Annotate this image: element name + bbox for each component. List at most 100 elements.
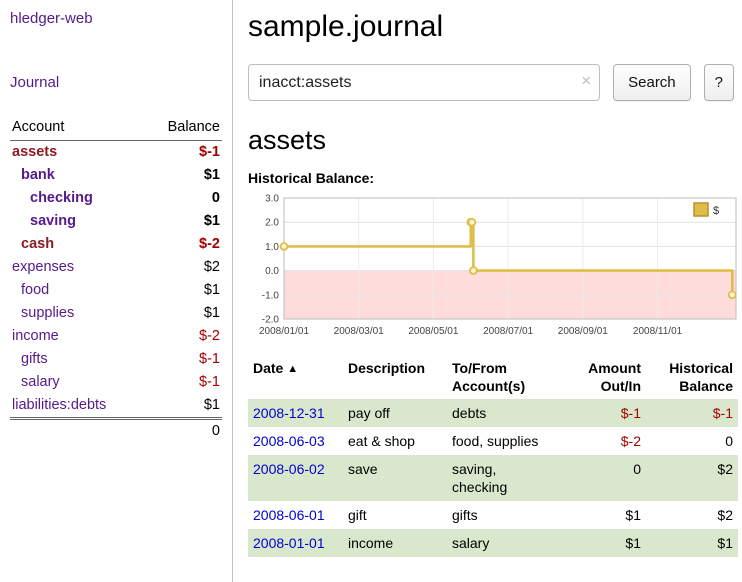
register-amount-cell: $-2 (620, 433, 641, 449)
account-row: checking 0 (10, 187, 222, 210)
transaction-date-link[interactable]: 2008-06-01 (253, 507, 325, 523)
account-link[interactable]: food (21, 282, 50, 298)
help-button[interactable]: ? (703, 64, 734, 101)
accounts-total-row: 0 (10, 417, 222, 443)
account-balance: $1 (203, 282, 220, 298)
account-link[interactable]: supplies (21, 305, 75, 321)
account-name-cell: food (10, 279, 145, 302)
date-header-label: Date (253, 360, 284, 376)
account-row: income $-2 (10, 325, 222, 348)
register-description-cell: save (348, 461, 378, 477)
historical-balance-chart: -2.0 -1.0 0.0 1.0 2.0 3.0 2008/01/01 2008/03/01… (259, 194, 737, 337)
account-row: cash $-2 (10, 233, 222, 256)
register-accounts-cell: food, supplies (452, 433, 539, 449)
account-name-cell: expenses (10, 256, 145, 279)
search-form: × Search ? (248, 64, 734, 101)
search-input[interactable] (248, 64, 601, 101)
account-link[interactable]: bank (21, 167, 55, 183)
register-amount-cell: $1 (625, 535, 641, 551)
register-date-cell: 2008-06-02 (248, 455, 343, 501)
svg-text:2008/01/01: 2008/01/01 (259, 326, 309, 337)
register-balance-cell: $2 (717, 461, 733, 477)
search-input-wrap: × (248, 64, 601, 101)
account-balance: $-1 (199, 351, 220, 367)
account-link[interactable]: salary (21, 374, 60, 390)
transaction-date-link[interactable]: 2008-06-02 (253, 461, 325, 477)
accounts-total-spacer (10, 417, 145, 443)
account-name-cell: supplies (10, 302, 145, 325)
account-balance: $1 (203, 305, 220, 321)
account-row: food $1 (10, 279, 222, 302)
account-link[interactable]: expenses (12, 259, 75, 275)
svg-text:0.0: 0.0 (265, 266, 279, 277)
account-balance: $-2 (199, 236, 220, 252)
register-date-cell: 2008-06-03 (248, 427, 343, 455)
register-balance-cell: $2 (717, 507, 733, 523)
svg-text:2.0: 2.0 (265, 218, 279, 229)
svg-text:3.0: 3.0 (265, 194, 279, 205)
register-row: 2008-06-03 eat & shop food, supplies $-2 0 (248, 427, 738, 455)
register-description-cell: income (348, 535, 394, 551)
register-row: 2008-01-01 income salary $1 $1 (248, 529, 738, 557)
register-amount-cell: $-1 (620, 405, 641, 421)
account-heading: assets (248, 125, 327, 155)
register-date-cell: 2008-12-31 (248, 399, 343, 427)
register-row: 2008-06-01 gift gifts $1 $2 (248, 501, 738, 529)
sort-ascending-icon: ▲ (287, 363, 299, 375)
register-description-cell: pay off (348, 405, 390, 421)
account-link[interactable]: assets (12, 144, 58, 160)
register-amount-cell: $1 (625, 507, 641, 523)
register-accounts-cell: debts (452, 405, 487, 421)
register-header-row: Date ▲ Description To/From Account(s) Am… (248, 355, 738, 399)
account-balance: $-1 (199, 144, 220, 160)
clear-search-icon[interactable]: × (581, 71, 592, 90)
account-link[interactable]: saving (30, 213, 76, 229)
search-button[interactable]: Search (613, 64, 691, 101)
accounts-total-balance: 0 (144, 417, 222, 443)
register-accounts-cell: saving, checking (452, 461, 508, 495)
svg-text:-2.0: -2.0 (262, 315, 280, 326)
register-header-description: Description (348, 360, 426, 376)
account-row: saving $1 (10, 210, 222, 233)
account-name-cell: cash (10, 233, 145, 256)
svg-text:2008/05/01: 2008/05/01 (408, 326, 458, 337)
account-name-cell: liabilities:debts (10, 394, 145, 419)
account-balance: 0 (211, 190, 220, 206)
transaction-date-link[interactable]: 2008-12-31 (253, 405, 325, 421)
account-name-cell: salary (10, 371, 145, 394)
register-date-cell: 2008-06-01 (248, 501, 343, 529)
main-content: sample.journal × Search ? assets Histori… (234, 0, 742, 557)
register-description-cell: eat & shop (348, 433, 415, 449)
account-row: liabilities:debts $1 (10, 394, 222, 419)
accounts-header-account: Account (10, 117, 145, 141)
register-header-date[interactable]: Date ▲ (248, 355, 343, 399)
svg-text:2008/03/01: 2008/03/01 (334, 326, 384, 337)
account-balance: $2 (203, 259, 220, 275)
register-balance-cell: $1 (717, 535, 733, 551)
accounts-header-balance: Balance (144, 117, 222, 141)
account-link[interactable]: gifts (21, 351, 48, 367)
account-balance: $1 (203, 213, 220, 229)
register-row: 2008-12-31 pay off debts $-1 $-1 (248, 399, 738, 427)
account-name-cell: assets (10, 141, 145, 165)
svg-text:2008/11/01: 2008/11/01 (633, 326, 683, 337)
transaction-date-link[interactable]: 2008-01-01 (253, 535, 325, 551)
account-link[interactable]: income (12, 328, 59, 344)
account-balance: $-1 (199, 374, 220, 390)
register-description-cell: gift (348, 507, 367, 523)
register-accounts-cell: salary (452, 535, 490, 551)
app-title-link[interactable]: hledger-web (10, 10, 93, 27)
account-row: supplies $1 (10, 302, 222, 325)
account-link[interactable]: liabilities:debts (12, 397, 107, 413)
svg-text:2008/09/01: 2008/09/01 (558, 326, 608, 337)
account-link[interactable]: checking (30, 190, 93, 206)
account-row: gifts $-1 (10, 348, 222, 371)
account-link[interactable]: cash (21, 236, 55, 252)
register-balance-cell: 0 (725, 433, 733, 449)
svg-text:1.0: 1.0 (265, 242, 279, 253)
register-amount-cell: 0 (633, 461, 641, 477)
nav-journal-link[interactable]: Journal (10, 74, 60, 91)
transaction-date-link[interactable]: 2008-06-03 (253, 433, 325, 449)
account-name-cell: checking (10, 187, 145, 210)
account-row: assets $-1 (10, 141, 222, 165)
